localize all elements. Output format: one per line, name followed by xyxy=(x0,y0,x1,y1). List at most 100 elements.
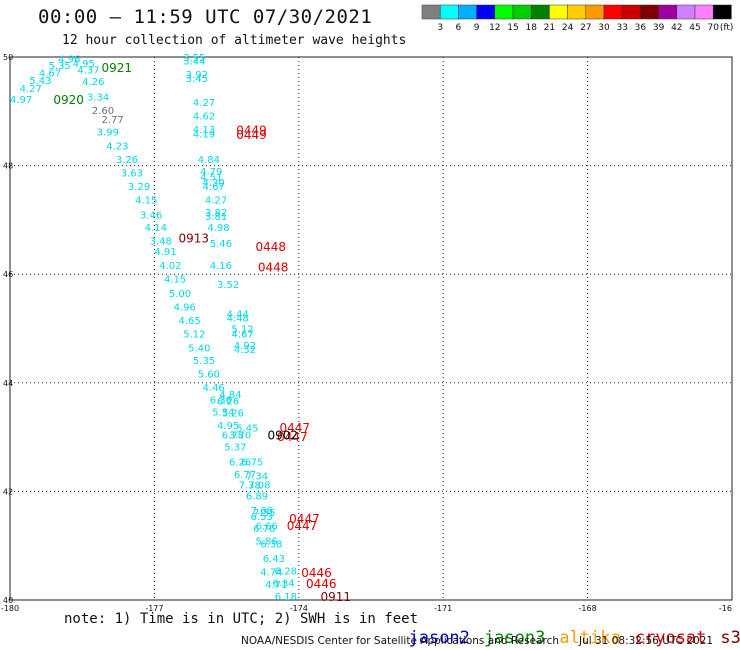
wave-height-value: 3.45 xyxy=(186,74,208,85)
lon-tick-label: -16 xyxy=(719,604,732,613)
wave-height-value: 5.35 xyxy=(49,61,71,72)
satellite-legend: jason2 jason3 altika cryosat s3a xyxy=(388,608,740,648)
pass-time-label: 0920 xyxy=(53,93,84,107)
wave-height-value: 6.18 xyxy=(275,592,297,603)
scale-label: 30 xyxy=(598,23,610,33)
wave-height-value: 2.60 xyxy=(92,106,114,117)
wave-height-value: 4.51 xyxy=(200,172,222,183)
lon-tick-label: -174 xyxy=(290,604,308,613)
wave-height-value: 3.81 xyxy=(205,212,227,223)
scale-label: 33 xyxy=(616,23,627,33)
wave-height-value: 5.26 xyxy=(222,408,244,419)
scale-label: 18 xyxy=(525,23,537,33)
wave-height-value: 3.70 xyxy=(229,431,251,442)
wave-height-value: 5.12 xyxy=(231,324,253,335)
wave-height-value: 5.46 xyxy=(210,239,232,250)
wave-height-value: 6.77 xyxy=(234,470,256,481)
pass-time-label: 0447 xyxy=(280,421,311,435)
chart-title: 00:00 – 11:59 UTC 07/30/2021 xyxy=(38,6,373,28)
lat-tick-label: 50 xyxy=(3,53,13,62)
wave-height-value: 4.46 xyxy=(203,383,225,394)
scale-label: 39 xyxy=(653,23,665,33)
scale-label: 27 xyxy=(580,23,591,33)
wave-height-value: 4.16 xyxy=(210,261,232,272)
lon-tick-label: -171 xyxy=(434,604,452,613)
pass-time-label: 0913 xyxy=(178,232,209,246)
legend-altika: altika xyxy=(559,628,621,648)
wave-height-value: 4.27 xyxy=(20,84,42,95)
scale-label: 42 xyxy=(671,23,682,33)
map-frame xyxy=(9,56,733,601)
wave-height-value: 7.08 xyxy=(248,481,270,492)
wave-height-value: 4.19 xyxy=(193,129,215,140)
chart-subtitle: 12 hour collection of altimeter wave hei… xyxy=(62,33,407,48)
wave-height-value: 5.35 xyxy=(193,356,215,367)
pass-time-label: 0447 xyxy=(287,519,318,533)
wave-height-value: 3.46 xyxy=(140,210,162,221)
lat-tick-label: 48 xyxy=(3,162,13,171)
wave-height-value: 6.53 xyxy=(251,512,273,523)
wave-height-value: 4.96 xyxy=(58,54,80,65)
wave-height-value: 7.34 xyxy=(246,471,268,482)
legend-jason2: jason2 xyxy=(408,628,470,648)
wave-height-value: 6.66 xyxy=(255,521,277,532)
wave-height-value: 3.44 xyxy=(183,57,205,68)
wave-height-value: 4.67 xyxy=(39,69,61,80)
color-scale: 3 6 9 12 15 18 21 24 27 30 33 36 39 42 45 70 (ft) xyxy=(421,4,733,33)
pass-time-label: 0911 xyxy=(320,590,351,604)
wave-height-value: 4.84 xyxy=(198,155,220,166)
legend-cryosat: cryosat xyxy=(634,628,707,648)
wave-height-value: 4.96 xyxy=(174,303,196,314)
wave-height-value: 4.37 xyxy=(77,65,99,76)
wave-height-value: 4.95 xyxy=(73,59,95,70)
lon-tick-label: -168 xyxy=(579,604,597,613)
wave-height-value: 3.92 xyxy=(186,70,208,81)
wave-height-value: 4.13 xyxy=(193,125,215,136)
wave-height-value: 5.45 xyxy=(236,424,258,435)
wave-height-value: 4.30 xyxy=(203,178,225,189)
wave-height-value: 5.40 xyxy=(188,343,210,354)
wave-height-value: 6.36 xyxy=(210,395,232,406)
wave-height-value: 6.75 xyxy=(241,457,263,468)
scale-label: 9 xyxy=(474,23,480,33)
wave-height-value: 4.62 xyxy=(193,111,215,122)
wave-height-value: 4.26 xyxy=(82,77,104,88)
scale-label: 3 xyxy=(437,23,443,33)
wave-height-value: 3.48 xyxy=(150,236,172,247)
lat-tick-label: 42 xyxy=(3,487,13,496)
scale-label: 21 xyxy=(544,23,555,33)
wave-height-value: 6.26 xyxy=(229,457,251,468)
wave-height-value: 6.76 xyxy=(253,524,275,535)
scale-label: 24 xyxy=(562,23,574,33)
wave-height-value: 5.34 xyxy=(212,407,234,418)
wave-height-value: 6.34 xyxy=(272,578,294,589)
wave-height-value: 3.26 xyxy=(116,155,138,166)
wave-height-value: 6.28 xyxy=(275,566,297,577)
wave-height-value: 7.55 xyxy=(253,508,275,519)
pass-time-label: 0448 xyxy=(258,260,289,274)
wave-height-value: 3.82 xyxy=(205,208,227,219)
wave-height-value: 4.67 xyxy=(231,330,253,341)
lat-tick-label: 40 xyxy=(3,596,13,605)
wave-height-value: 4.84 xyxy=(219,390,241,401)
wave-height-value: 6.26 xyxy=(217,397,239,408)
legend-s3a: s3a xyxy=(720,628,740,648)
wave-height-value: 5.37 xyxy=(224,443,246,454)
lat-tick-label: 46 xyxy=(3,270,13,279)
wave-height-value: 4.71 xyxy=(265,580,287,591)
wave-height-value: 5.86 xyxy=(255,537,277,548)
wave-height-value: 4.74 xyxy=(260,568,282,579)
lon-tick-label: -177 xyxy=(145,604,163,613)
pass-time-label: 0447 xyxy=(277,430,308,444)
scale-label: 45 xyxy=(689,23,700,33)
wave-height-value: 5.12 xyxy=(183,330,205,341)
wave-height-value: 4.14 xyxy=(145,223,167,234)
pass-time-label: 0449 xyxy=(236,128,267,142)
wave-height-value: 3.29 xyxy=(128,182,150,193)
credit-line: NOAA/NESDIS Center for Satellite Applica… xyxy=(241,635,559,647)
wave-height-value: 4.98 xyxy=(207,223,229,234)
wave-height-value: 5.00 xyxy=(169,289,191,300)
wave-height-value: 4.23 xyxy=(106,141,128,152)
wave-height-value: 3.99 xyxy=(97,128,119,139)
